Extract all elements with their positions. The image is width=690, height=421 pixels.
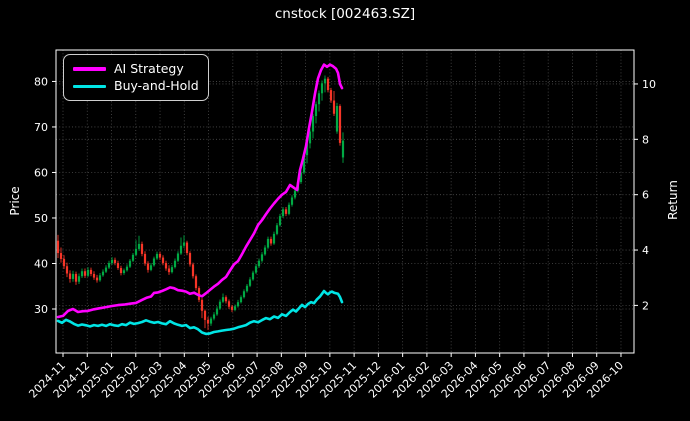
return-tick-label: 6 (642, 189, 649, 202)
price-tick-label: 30 (34, 303, 48, 316)
gridlines (56, 50, 634, 353)
return-tick-label: 2 (642, 299, 649, 312)
tick-labels: 3040506070802468102024-112024-122025-012… (26, 75, 656, 400)
buy-and-hold-line-swatch (73, 84, 106, 88)
chart-title: cnstock [002463.SZ] (274, 6, 416, 22)
legend-label: AI Strategy (114, 60, 184, 76)
return-tick-label: 8 (642, 133, 649, 146)
return-tick-label: 10 (642, 78, 656, 91)
price-axis-label: Price (8, 186, 22, 216)
legend-item-buy-and-hold: Buy-and-Hold (73, 78, 208, 93)
plot-border (55, 49, 635, 354)
candlestick-series (56, 75, 345, 330)
legend-label: Buy-and-Hold (114, 78, 199, 93)
price-tick-label: 70 (34, 121, 48, 134)
return-tick-label: 4 (642, 244, 649, 257)
buy-and-hold-line (56, 289, 344, 336)
price-tick-label: 80 (34, 75, 48, 88)
ai-strategy-line-swatch (73, 67, 106, 71)
price-tick-label: 50 (34, 212, 48, 225)
legend-item-ai-strategy: AI Strategy (73, 60, 208, 76)
return-axis-label: Return (666, 180, 680, 220)
tick-marks (52, 80, 638, 357)
price-tick-label: 60 (34, 166, 48, 179)
legend: AI Strategy Buy-and-Hold (63, 54, 209, 101)
ai-strategy-line (56, 63, 344, 319)
price-tick-label: 40 (34, 257, 48, 270)
